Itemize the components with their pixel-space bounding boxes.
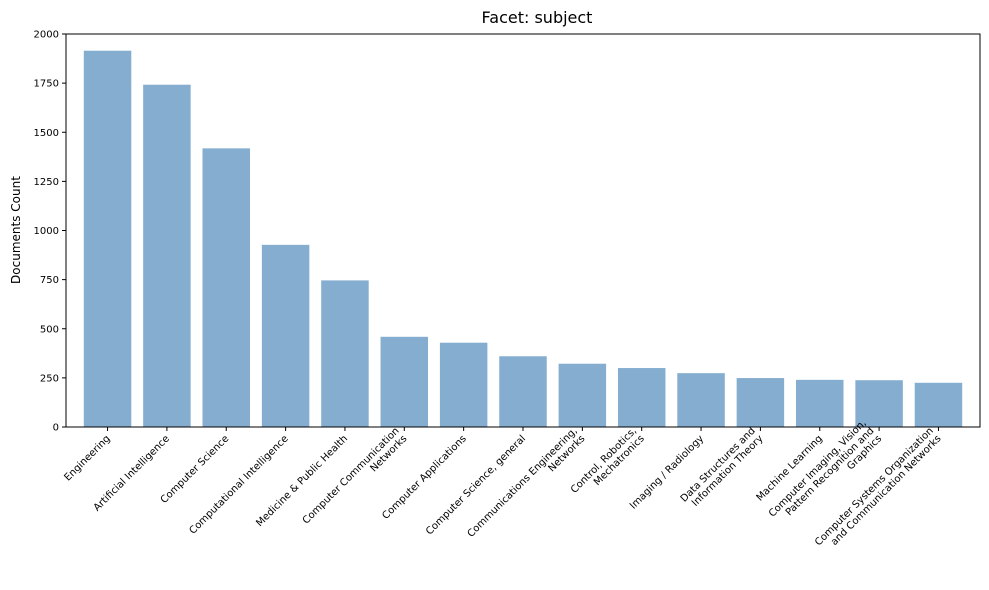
y-axis-label: Documents Count xyxy=(9,176,23,284)
y-tick-label: 750 xyxy=(40,275,59,286)
x-tick-label: Data Structures andInformation Theory xyxy=(679,426,766,513)
y-tick-label: 0 xyxy=(53,423,59,434)
bar xyxy=(202,148,250,427)
bar xyxy=(736,378,785,427)
bar xyxy=(380,336,429,427)
chart-title: Facet: subject xyxy=(482,8,593,27)
bar xyxy=(143,84,191,428)
bar xyxy=(321,280,369,427)
y-tick-label: 1500 xyxy=(34,128,59,139)
bar xyxy=(796,379,844,427)
y-tick-label: 1750 xyxy=(34,79,59,90)
bar xyxy=(83,50,132,427)
bar xyxy=(499,356,547,427)
y-tick-label: 1250 xyxy=(34,177,59,188)
x-tick-label: Engineering xyxy=(62,433,112,483)
x-tick-label: Computer CommunicationNetworks xyxy=(301,426,410,535)
x-tick-label: Computational Intelligence xyxy=(187,433,290,536)
bar xyxy=(677,373,725,427)
bar xyxy=(914,382,963,427)
bar xyxy=(558,363,607,427)
y-tick-label: 250 xyxy=(40,373,59,384)
y-tick-label: 500 xyxy=(40,324,59,335)
y-tick-label: 2000 xyxy=(34,30,59,41)
plot-frame xyxy=(65,33,981,428)
y-tick-label: 1000 xyxy=(34,226,59,237)
y-axis: 0 250 500 750 1000 1250 1500 1750 2000 xyxy=(34,30,66,434)
bar xyxy=(439,342,488,427)
bar xyxy=(855,380,903,427)
bars-group xyxy=(83,50,963,428)
bar xyxy=(617,368,666,427)
bar xyxy=(261,244,310,427)
